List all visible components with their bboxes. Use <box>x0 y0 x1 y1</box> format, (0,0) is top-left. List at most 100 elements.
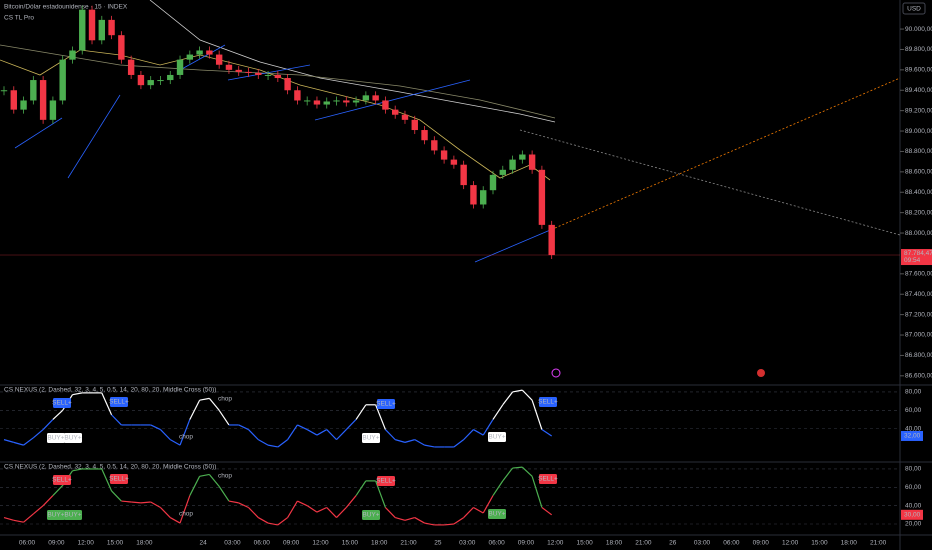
y-tick-label: 88.000,00 <box>905 230 932 237</box>
candle <box>372 95 379 101</box>
pane-title: CS NEXUS (2, Dashed, 32, 3, 4, 5, 0.5, 1… <box>4 464 216 471</box>
candle <box>147 80 154 86</box>
oscillator-segment <box>248 429 259 441</box>
oscillator-segment <box>208 398 220 411</box>
oscillator-segment <box>3 516 14 521</box>
x-tick-label: 25 <box>434 540 442 547</box>
candle <box>59 59 66 101</box>
indicator-name: CS TL Pro <box>4 15 34 22</box>
oscillator-segment <box>482 419 494 436</box>
signal-label: SELL+ <box>376 401 396 408</box>
candle <box>255 72 262 75</box>
oscillator-segment <box>287 500 298 518</box>
candle <box>509 159 516 170</box>
oscillator-segment <box>111 414 122 426</box>
candle <box>186 54 194 60</box>
oscillator-segment <box>463 429 474 441</box>
x-tick-label: 21:00 <box>400 540 417 547</box>
oscillator-segment <box>52 485 64 496</box>
oscillator-segment <box>257 517 269 524</box>
x-tick-label: 18:00 <box>136 540 153 547</box>
signal-box <box>64 510 82 520</box>
oscillator-segment <box>297 500 308 507</box>
oscillator-segment <box>336 507 347 518</box>
candle <box>137 74 145 86</box>
oscillator-segment <box>199 473 210 477</box>
oscillator-segment <box>189 476 201 496</box>
candle <box>196 50 203 55</box>
x-tick-label: 21:00 <box>870 540 887 547</box>
currency[interactable]: USD <box>907 6 921 13</box>
oscillator-segment <box>72 392 83 396</box>
candle <box>519 154 526 160</box>
oscillator-segment <box>453 517 464 525</box>
oscillator-segment <box>444 523 454 526</box>
candle <box>206 50 213 55</box>
oscillator-segment <box>414 517 425 524</box>
fast-average <box>0 49 551 181</box>
oscillator-segment <box>179 495 191 524</box>
oscillator-segment <box>101 468 113 492</box>
y-tick-label: 80,00 <box>905 466 922 473</box>
currency-box[interactable] <box>902 2 926 15</box>
oscillator-segment <box>42 419 54 430</box>
signal-box <box>377 399 395 409</box>
x-tick-label: 21:00 <box>635 540 652 547</box>
x-tick-label: 06:00 <box>254 540 271 547</box>
oscillator-segment <box>424 444 435 448</box>
x-tick-label: 03:00 <box>224 540 241 547</box>
y-tick-label: 88.200,00 <box>905 209 932 216</box>
y-tick-label: 86.600,00 <box>905 373 932 380</box>
signal-box <box>53 475 71 485</box>
oscillator-segment <box>277 517 288 526</box>
value-label: 32,00 <box>904 433 921 440</box>
oscillator-segment <box>3 439 14 443</box>
oscillator-segment <box>453 439 465 448</box>
signal-box <box>362 433 380 443</box>
candle <box>313 100 321 105</box>
slow-average <box>149 0 556 123</box>
oscillator-segment <box>384 429 396 441</box>
oscillator-segment <box>248 507 259 518</box>
x-tick-label: 12:00 <box>78 540 95 547</box>
oscillator-segment <box>101 392 113 416</box>
oscillator-segment <box>23 513 34 523</box>
oscillator-segment <box>355 404 367 420</box>
oscillator-segment <box>150 501 161 509</box>
event-icon[interactable] <box>757 369 765 377</box>
oscillator-segment <box>32 429 44 439</box>
candle <box>0 90 8 92</box>
signal-label: SELL+ <box>538 476 558 483</box>
candle <box>470 185 477 205</box>
event-icon[interactable] <box>551 368 561 378</box>
y-tick-label: 88.600,00 <box>905 169 932 176</box>
oscillator-segment <box>395 439 406 443</box>
candle <box>480 190 487 205</box>
signal-chop: chop <box>218 473 232 480</box>
x-tick-label: 18:00 <box>841 540 858 547</box>
oscillator-segment <box>306 505 318 513</box>
x-tick-label: 06:00 <box>723 540 740 547</box>
y-tick-label: 87.000,00 <box>905 332 932 339</box>
candle <box>245 71 252 73</box>
signal-label: SELL+ <box>52 400 72 407</box>
x-tick-label: 12:00 <box>547 540 564 547</box>
trendline <box>227 64 311 81</box>
signal-label: BUY+ <box>362 435 379 442</box>
signal-label: BUY+ <box>362 512 379 519</box>
signal-box <box>362 510 380 520</box>
y-tick-label: 87.400,00 <box>905 291 932 298</box>
x-tick-label: 12:00 <box>312 540 329 547</box>
candle <box>225 64 233 70</box>
oscillator-segment <box>140 501 151 504</box>
candle <box>421 130 428 141</box>
oscillator-segment <box>473 429 484 436</box>
oscillator-segment <box>218 486 230 502</box>
oscillator-segment <box>473 506 484 514</box>
x-tick-label: 15:00 <box>342 540 359 547</box>
oscillator-segment <box>326 429 337 441</box>
x-tick-label: 24 <box>199 540 207 547</box>
candle <box>431 140 438 151</box>
